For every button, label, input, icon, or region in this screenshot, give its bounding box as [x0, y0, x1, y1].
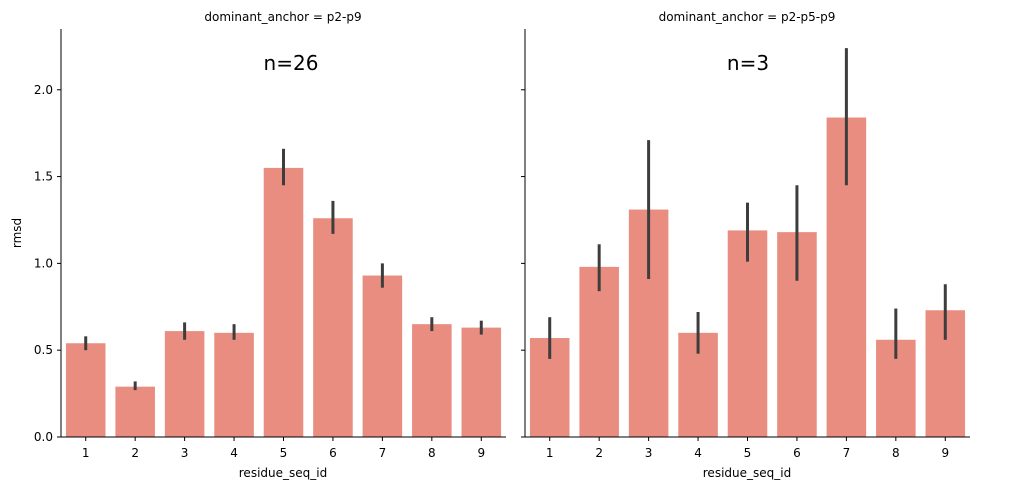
bars: [65, 167, 502, 437]
x-tick-label: 4: [694, 446, 702, 460]
x-ticks: 1 2 3 4 5 6 7 8 9: [82, 437, 485, 460]
facet-title: dominant_anchor = p2-p5-p9: [659, 10, 836, 24]
bar-7: [362, 275, 403, 437]
y-ticks: 0.0 0.5 1.0 1.5 2.0: [34, 83, 61, 444]
x-tick-label: 2: [595, 446, 603, 460]
x-tick-label: 7: [843, 446, 851, 460]
x-tick-label: 6: [793, 446, 801, 460]
bars: [529, 117, 966, 437]
facet-title: dominant_anchor = p2-p9: [204, 10, 361, 24]
bar-2: [579, 266, 619, 437]
x-axis-label: residue_seq_id: [703, 466, 791, 480]
y-tick-label: 0.0: [34, 430, 53, 444]
x-axis-label: residue_seq_id: [239, 466, 327, 480]
bar-5: [727, 230, 768, 437]
x-tick-label: 1: [546, 446, 554, 460]
sample-size-annotation: n=26: [264, 51, 319, 75]
sample-size-annotation: n=3: [727, 51, 769, 75]
bar-9: [461, 327, 502, 437]
y-tick-label: 1.0: [34, 256, 53, 270]
x-tick-label: 8: [428, 446, 436, 460]
x-tick-label: 4: [230, 446, 238, 460]
x-tick-label: 9: [477, 446, 485, 460]
error-bars: [84, 148, 483, 391]
bar-6: [313, 218, 353, 437]
x-tick-label: 5: [280, 446, 288, 460]
x-tick-label: 6: [329, 446, 337, 460]
bar-4: [214, 332, 254, 437]
bar-3: [164, 331, 205, 437]
y-axis-label: rmsd: [10, 218, 24, 248]
x-tick-label: 2: [131, 446, 139, 460]
x-tick-label: 1: [82, 446, 90, 460]
y-tick-label: 2.0: [34, 83, 53, 97]
x-tick-label: 3: [645, 446, 653, 460]
x-tick-label: 7: [379, 446, 387, 460]
y-ticks: [521, 89, 525, 438]
bar-8: [412, 324, 452, 437]
bar-1: [65, 343, 106, 437]
facet-p2-p5-p9: dominant_anchor = p2-p5-p9 n=3 1 2 3 4 5 6 7 8 9…: [521, 10, 970, 480]
y-tick-label: 0.5: [34, 343, 53, 357]
x-ticks: 1 2 3 4 5 6 7 8 9: [546, 437, 949, 460]
y-tick-label: 1.5: [34, 170, 53, 184]
bar-5: [263, 167, 304, 437]
x-tick-label: 8: [892, 446, 900, 460]
x-tick-label: 9: [941, 446, 949, 460]
error-bars: [548, 48, 947, 359]
x-tick-label: 5: [744, 446, 752, 460]
bar-2: [115, 386, 155, 437]
x-tick-label: 3: [181, 446, 189, 460]
facet-p2-p9: dominant_anchor = p2-p9 n=26 0.0 0.5 1.0 1.…: [10, 10, 506, 480]
